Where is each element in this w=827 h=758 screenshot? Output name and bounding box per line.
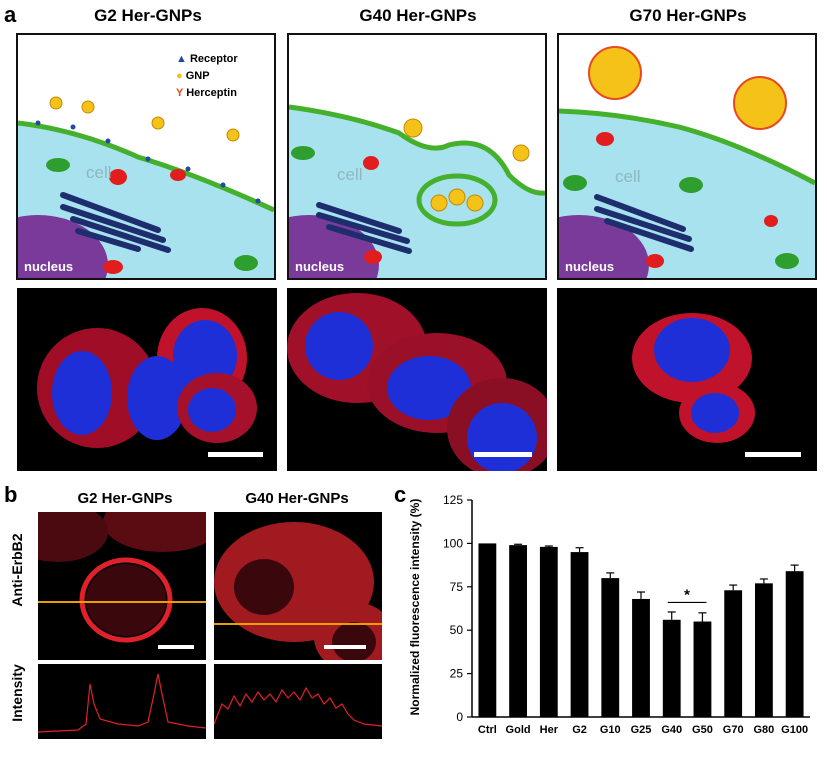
chart-ylabel: Normalized fluorescence intensity (%) <box>408 498 422 716</box>
bar <box>662 619 681 717</box>
micrograph-g70-image <box>632 313 755 443</box>
panel-b-label: b <box>4 482 18 507</box>
bar <box>754 583 773 717</box>
x-tick-label: Her <box>540 724 559 736</box>
y-tick-label: 50 <box>450 623 464 637</box>
x-tick-label: G10 <box>600 724 621 736</box>
row-label-anti-erbb2: Anti-ErbB2 <box>9 533 25 607</box>
intensity-profile-g40-plot <box>214 686 382 727</box>
intensity-profile-g2 <box>38 664 206 739</box>
schematic-g2: ▲ Receptor ● GNP Y Herceptin cell nucleu… <box>16 33 276 280</box>
cell-label-2: cell <box>337 165 363 184</box>
scale-bar-b2 <box>324 645 366 649</box>
y-tick-label: 125 <box>443 495 463 507</box>
scale-bar-a2 <box>474 452 532 457</box>
x-tick-label: G2 <box>572 724 587 736</box>
x-tick-label: G100 <box>781 724 808 736</box>
x-tick-label: Ctrl <box>478 724 497 736</box>
intensity-profile-g2-plot <box>38 673 206 733</box>
micrograph-g40 <box>287 288 547 471</box>
panel-c-label: c <box>394 482 407 507</box>
legend-receptor: Receptor <box>189 53 238 65</box>
erbb2-g2-drawing <box>38 512 206 643</box>
x-tick-label: G50 <box>692 724 713 736</box>
scale-bar-a1 <box>208 452 263 457</box>
schematic-legend: ▲ Receptor ● GNP Y Herceptin <box>176 51 238 102</box>
erbb2-g2-image <box>38 512 206 660</box>
schematic-g70: cell nucleus <box>557 33 817 280</box>
bar <box>478 543 497 717</box>
row-label-intensity: Intensity <box>9 664 25 722</box>
y-tick-label: 75 <box>450 580 464 594</box>
gnp-icon: ● <box>176 70 183 82</box>
panel-b-title-1: G2 Her-GNPs <box>77 490 173 507</box>
legend-gnp: GNP <box>185 70 210 82</box>
panel-a-title-2: G40 Her-GNPs <box>359 6 477 25</box>
bar <box>509 545 528 717</box>
y-tick-label: 100 <box>443 536 463 550</box>
significance-star: * <box>684 586 690 603</box>
scale-bar-b1 <box>158 645 194 649</box>
profile-line-1 <box>38 601 206 603</box>
panel-a-title-1: G2 Her-GNPs <box>94 6 202 25</box>
cell-label-3: cell <box>615 167 641 186</box>
micrograph-g2 <box>17 288 277 471</box>
receptor-icon: ▲ <box>176 53 187 65</box>
panel-a-title-3: G70 Her-GNPs <box>629 6 747 25</box>
schematic-g2-drawing <box>18 96 274 278</box>
bar <box>601 578 620 717</box>
micrograph-g70 <box>557 288 817 471</box>
bar <box>785 571 804 717</box>
x-tick-label: G70 <box>723 724 744 736</box>
herceptin-icon: Y <box>176 87 184 99</box>
bar <box>539 546 558 717</box>
micrograph-g2-image <box>37 308 257 448</box>
x-tick-label: G80 <box>754 724 775 736</box>
scale-bar-a3 <box>745 452 801 457</box>
profile-line-2 <box>214 623 382 625</box>
x-tick-label: Gold <box>506 724 531 736</box>
erbb2-g40-image <box>214 512 382 660</box>
erbb2-g40-drawing <box>214 522 382 660</box>
panel-a-label: a <box>4 2 17 27</box>
y-tick-label: 25 <box>450 667 464 681</box>
schematic-g40: cell nucleus <box>287 33 547 280</box>
x-tick-label: G25 <box>631 724 652 736</box>
intensity-profile-g40 <box>214 664 382 739</box>
micrograph-g40-image <box>287 293 547 471</box>
nucleus-label-3: nucleus <box>565 259 615 274</box>
bar <box>693 621 712 717</box>
y-tick-label: 0 <box>456 710 463 724</box>
schematic-g70-drawing <box>559 46 815 278</box>
bar <box>632 598 650 717</box>
x-tick-label: G40 <box>661 724 682 736</box>
bar <box>724 590 743 717</box>
bar-chart: 0 25 50 75 100 125 Ctrl Gold Her G2 G10 G25 G40 G50 G7… <box>443 495 810 736</box>
schematic-g40-drawing <box>289 104 545 278</box>
cell-label-1: cell <box>86 163 112 182</box>
legend-herceptin: Herceptin <box>186 87 237 99</box>
bar <box>570 552 589 717</box>
nucleus-label-2: nucleus <box>295 259 345 274</box>
panel-b-title-2: G40 Her-GNPs <box>245 490 349 507</box>
nucleus-label-1: nucleus <box>24 259 74 274</box>
